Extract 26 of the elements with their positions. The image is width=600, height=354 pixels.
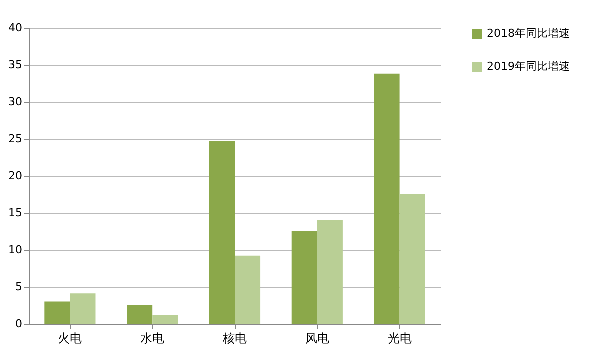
bar bbox=[127, 306, 153, 324]
bar bbox=[317, 220, 343, 324]
bar bbox=[235, 256, 261, 324]
legend-label: 2019年同比增速 bbox=[487, 60, 570, 73]
bar bbox=[400, 194, 426, 324]
bar bbox=[209, 141, 235, 324]
y-tick-label: 0 bbox=[16, 318, 22, 330]
x-tick-label: 火电 bbox=[58, 332, 82, 346]
bar bbox=[44, 302, 70, 324]
y-tick-label: 15 bbox=[8, 206, 22, 220]
bar bbox=[374, 74, 400, 324]
x-tick-label: 风电 bbox=[305, 332, 330, 346]
y-tick-label: 5 bbox=[16, 280, 22, 294]
bar bbox=[70, 294, 96, 324]
y-tick-label: 10 bbox=[8, 244, 22, 256]
y-tick-label: 40 bbox=[8, 22, 22, 34]
x-tick-label: 水电 bbox=[140, 332, 165, 346]
x-tick-label: 核电 bbox=[222, 332, 247, 346]
bar bbox=[292, 232, 318, 324]
x-tick-label: 光电 bbox=[388, 332, 412, 346]
y-tick-label: 35 bbox=[8, 58, 22, 72]
bar bbox=[152, 315, 178, 324]
legend-label: 2018年同比增速 bbox=[487, 27, 570, 40]
y-tick-label: 20 bbox=[8, 170, 22, 182]
y-tick-label: 30 bbox=[8, 96, 22, 108]
y-tick-label: 25 bbox=[8, 132, 22, 146]
